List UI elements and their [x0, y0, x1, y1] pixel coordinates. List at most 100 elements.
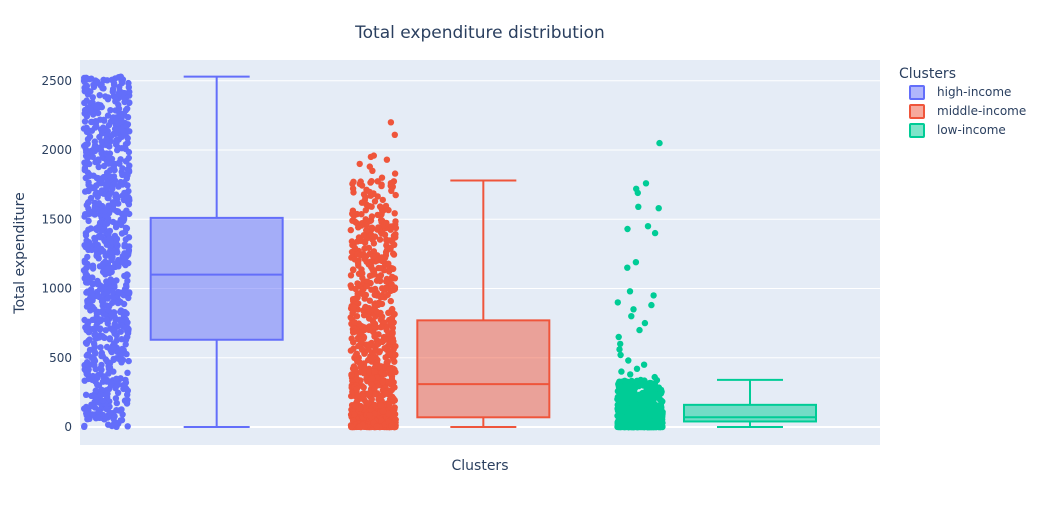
data-point [378, 174, 386, 181]
data-point [630, 306, 637, 313]
data-point [372, 347, 379, 354]
legend: Clusters high-income middle-income low-inc… [899, 66, 1026, 138]
data-point [353, 375, 361, 383]
y-tick-label: 0 [64, 420, 72, 434]
data-point [644, 401, 651, 408]
data-point [113, 407, 120, 414]
data-point [100, 126, 107, 133]
data-point [642, 180, 650, 187]
data-point [117, 73, 125, 80]
data-point [124, 105, 131, 112]
data-point [119, 165, 126, 172]
data-point [95, 317, 102, 324]
data-point [366, 368, 373, 376]
data-point [86, 207, 93, 214]
data-point [85, 181, 92, 189]
data-point [91, 144, 99, 151]
data-point [93, 123, 100, 130]
data-point [91, 211, 99, 218]
data-point [376, 274, 383, 281]
data-point [656, 139, 663, 147]
data-point [93, 310, 101, 317]
data-point [105, 385, 113, 393]
data-point [388, 187, 395, 194]
data-point [361, 239, 369, 246]
data-point [89, 265, 97, 272]
data-point [112, 395, 120, 402]
data-point [102, 327, 110, 334]
data-point [105, 265, 112, 272]
data-point [356, 160, 363, 168]
data-point [93, 78, 101, 85]
data-point [350, 266, 357, 274]
data-point [100, 76, 107, 84]
data-point [113, 239, 120, 246]
data-point [109, 185, 116, 192]
data-point [81, 106, 89, 114]
legend-swatch [909, 104, 925, 119]
data-point [362, 303, 369, 311]
data-point [81, 118, 89, 125]
data-point [638, 377, 645, 384]
legend-item-high-income: high-income [909, 85, 1011, 100]
data-point [108, 256, 116, 264]
data-point [619, 387, 626, 395]
data-point [83, 410, 90, 417]
data-point [348, 371, 355, 378]
data-point [350, 345, 357, 352]
data-point [114, 120, 122, 127]
data-point [390, 286, 397, 294]
data-point [126, 88, 133, 96]
data-point [105, 249, 113, 257]
data-point [114, 299, 122, 307]
data-point [88, 401, 95, 408]
data-point [88, 246, 95, 254]
data-point [628, 313, 635, 320]
data-point [619, 395, 627, 402]
data-point [85, 337, 92, 344]
data-point [98, 349, 106, 357]
data-point [115, 288, 122, 296]
data-point [644, 223, 652, 230]
data-point [362, 399, 370, 406]
data-point [349, 296, 357, 303]
data-point [115, 101, 122, 109]
box-high-income [149, 75, 284, 428]
data-point [617, 340, 624, 348]
data-point [102, 258, 109, 265]
data-point [358, 199, 366, 206]
data-point [125, 357, 132, 365]
data-point [103, 135, 110, 143]
data-point [391, 170, 399, 177]
data-point [126, 243, 133, 250]
data-point [88, 118, 95, 126]
data-point [350, 303, 357, 311]
legend-label: high-income [937, 85, 1011, 99]
data-point [109, 199, 117, 206]
data-point [92, 350, 99, 357]
data-point [121, 260, 128, 267]
data-point [366, 272, 374, 280]
data-point [614, 396, 621, 403]
box-low-income [683, 378, 817, 428]
data-point [109, 288, 117, 296]
data-point [115, 200, 122, 207]
data-point [103, 184, 110, 191]
data-point [366, 218, 373, 225]
data-point [115, 136, 123, 143]
data-point [126, 128, 133, 135]
data-point [114, 249, 121, 256]
data-point [124, 289, 132, 296]
data-point [104, 112, 112, 119]
data-point [117, 328, 125, 335]
data-point [356, 236, 364, 243]
data-point [80, 125, 88, 132]
data-point [365, 326, 373, 334]
data-point [352, 285, 359, 293]
data-point [351, 365, 359, 372]
data-point [365, 390, 373, 397]
data-point [113, 337, 120, 344]
data-point [350, 178, 357, 185]
data-point [89, 153, 97, 160]
data-point [92, 365, 99, 373]
